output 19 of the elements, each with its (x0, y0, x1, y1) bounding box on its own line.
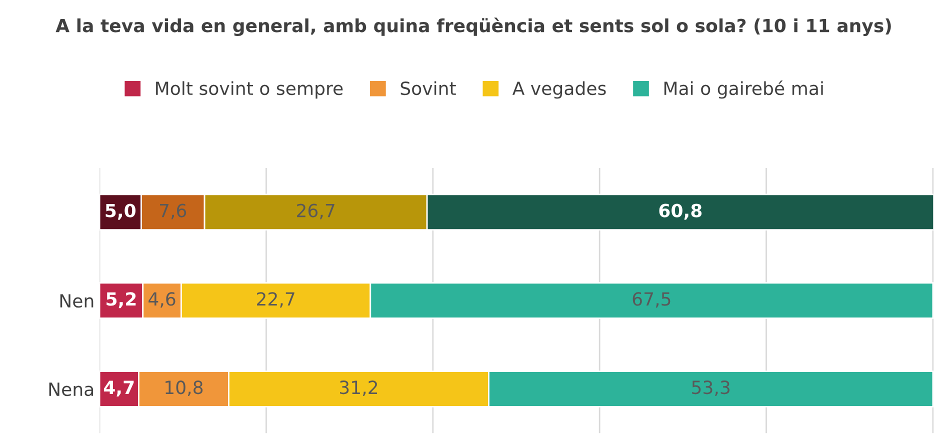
legend-label: Mai o gairebé mai (664, 80, 823, 99)
data-label: 60,8 (659, 204, 702, 220)
data-label: 7,6 (160, 204, 186, 220)
data-label: 5,2 (106, 292, 136, 308)
y-tick-label: Nen (60, 294, 94, 308)
data-label: 10,8 (166, 380, 203, 396)
data-label: 4,7 (104, 380, 134, 397)
data-label: 67,5 (632, 292, 670, 308)
data-label: 5,0 (106, 204, 136, 220)
legend-label: Molt sovint o sempre (156, 81, 343, 99)
legend-label: A vegades (512, 81, 606, 99)
data-label: 53,3 (692, 380, 730, 396)
data-label: 4,6 (148, 292, 176, 308)
data-label: 22,7 (257, 292, 294, 308)
y-tick-label: Nena (49, 382, 94, 396)
data-label: 31,2 (340, 380, 378, 396)
legend-label: Sovint (400, 81, 456, 96)
chart-title: A la teva vida en general, amb quina freqüència et sents sol o sola? (10 i 11 anys) (56, 18, 891, 36)
data-label: 26,7 (297, 204, 334, 220)
